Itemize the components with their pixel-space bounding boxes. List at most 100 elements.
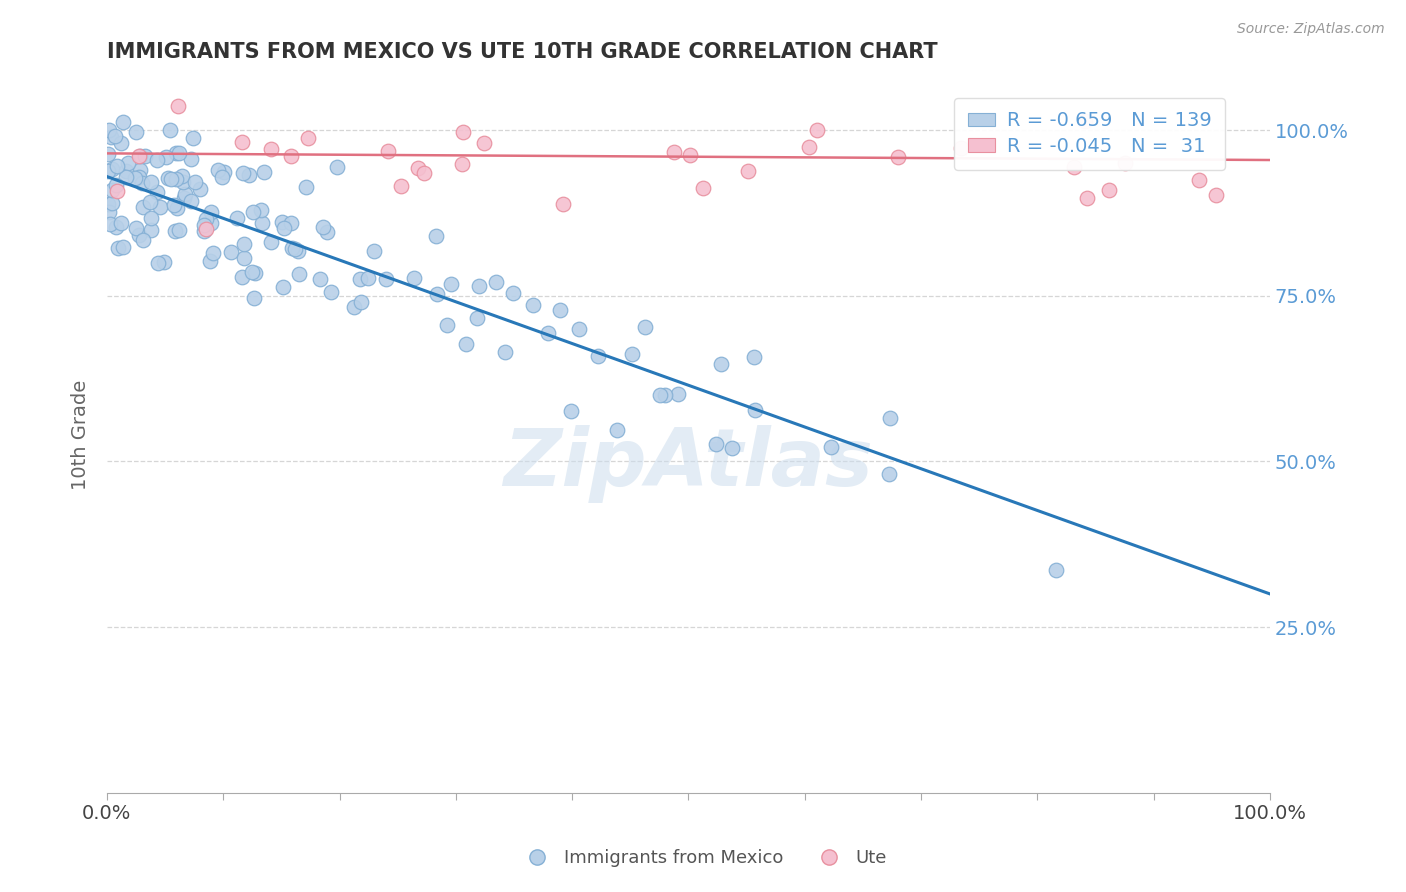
Point xyxy=(494,345,516,359)
Point xyxy=(117,156,139,170)
Point xyxy=(280,241,302,255)
Point xyxy=(97,197,120,211)
Point xyxy=(425,229,447,244)
Point xyxy=(606,424,628,438)
Point xyxy=(104,178,127,192)
Point xyxy=(451,156,474,170)
Point xyxy=(522,298,544,312)
Point xyxy=(128,228,150,243)
Point xyxy=(128,169,150,184)
Point xyxy=(325,161,347,175)
Point xyxy=(231,269,253,284)
Text: ZipAtlas: ZipAtlas xyxy=(503,425,873,502)
Point xyxy=(97,147,120,161)
Point xyxy=(233,251,256,265)
Point xyxy=(101,161,124,176)
Point xyxy=(465,310,488,325)
Point xyxy=(886,150,908,164)
Point xyxy=(134,149,156,163)
Point xyxy=(219,245,242,260)
Point xyxy=(98,217,121,231)
Point xyxy=(132,201,155,215)
Point xyxy=(1074,114,1097,128)
Point xyxy=(107,241,129,255)
Point xyxy=(138,195,160,210)
Point xyxy=(820,440,842,454)
Point xyxy=(184,175,207,189)
Point xyxy=(250,216,273,230)
Text: IMMIGRANTS FROM MEXICO VS UTE 10TH GRADE CORRELATION CHART: IMMIGRANTS FROM MEXICO VS UTE 10TH GRADE… xyxy=(107,42,938,62)
Point xyxy=(1098,183,1121,197)
Point xyxy=(620,347,643,361)
Legend: Immigrants from Mexico, Ute: Immigrants from Mexico, Ute xyxy=(512,842,894,874)
Point xyxy=(721,441,744,455)
Point xyxy=(363,244,385,258)
Point xyxy=(166,171,188,186)
Point xyxy=(949,141,972,155)
Point xyxy=(115,164,138,178)
Point xyxy=(280,148,302,162)
Point xyxy=(200,204,222,219)
Point xyxy=(284,242,307,256)
Point xyxy=(233,237,256,252)
Point xyxy=(132,233,155,247)
Point xyxy=(155,150,177,164)
Point xyxy=(357,271,380,285)
Point xyxy=(112,240,135,254)
Point xyxy=(128,163,150,178)
Point xyxy=(377,144,399,158)
Point xyxy=(484,275,506,289)
Point xyxy=(560,404,582,418)
Point xyxy=(799,140,821,154)
Point xyxy=(193,218,215,232)
Point xyxy=(162,198,184,212)
Point xyxy=(273,220,295,235)
Point xyxy=(172,175,194,189)
Point xyxy=(692,180,714,194)
Point xyxy=(114,169,136,184)
Point xyxy=(294,180,316,194)
Y-axis label: 10th Grade: 10th Grade xyxy=(72,380,90,490)
Point xyxy=(679,148,702,162)
Point xyxy=(159,172,181,186)
Point xyxy=(315,225,337,239)
Point xyxy=(1188,172,1211,186)
Point xyxy=(668,387,690,401)
Point xyxy=(238,168,260,182)
Point xyxy=(174,186,197,201)
Point xyxy=(231,135,253,149)
Point xyxy=(537,326,560,341)
Point xyxy=(451,125,474,139)
Point xyxy=(404,270,426,285)
Point xyxy=(104,128,127,143)
Point xyxy=(101,195,124,210)
Point xyxy=(1063,160,1085,174)
Point xyxy=(648,388,671,402)
Point xyxy=(408,161,430,175)
Point xyxy=(240,264,263,278)
Point xyxy=(112,115,135,129)
Point xyxy=(105,159,128,173)
Point xyxy=(243,266,266,280)
Point xyxy=(280,216,302,230)
Point xyxy=(170,169,193,183)
Point xyxy=(105,184,128,198)
Point xyxy=(553,197,575,211)
Point xyxy=(110,136,132,150)
Point xyxy=(131,176,153,190)
Point xyxy=(167,99,190,113)
Point xyxy=(634,320,657,334)
Point xyxy=(250,202,273,217)
Point xyxy=(737,164,759,178)
Point xyxy=(662,145,685,160)
Point xyxy=(125,221,148,235)
Point xyxy=(260,142,283,156)
Point xyxy=(198,254,221,268)
Point xyxy=(654,388,676,402)
Point xyxy=(426,287,449,301)
Point xyxy=(271,280,294,294)
Point xyxy=(349,272,371,286)
Point xyxy=(467,278,489,293)
Point xyxy=(312,220,335,235)
Point xyxy=(169,145,191,160)
